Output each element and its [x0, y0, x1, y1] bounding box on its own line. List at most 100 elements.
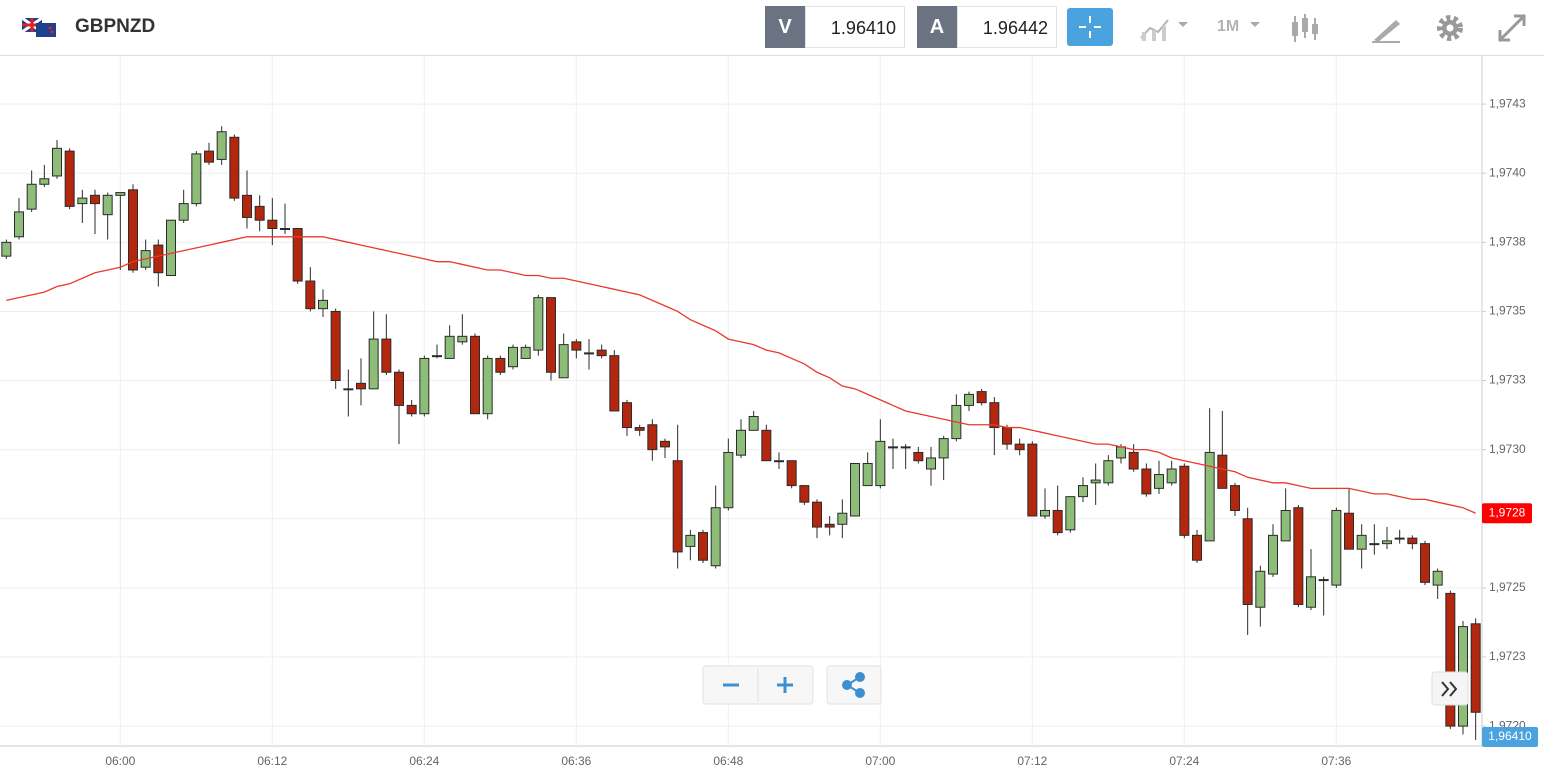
- candle-body: [1103, 460, 1114, 484]
- y-tick-label: 1,9740: [1489, 165, 1526, 179]
- candle-body: [1204, 451, 1215, 542]
- candle-body: [1318, 579, 1329, 582]
- candle-body: [406, 404, 417, 415]
- candle-body: [1, 241, 12, 257]
- candle-body: [1192, 534, 1202, 561]
- candle-body: [1432, 570, 1443, 586]
- candle-body: [166, 219, 176, 276]
- candle-body: [394, 371, 404, 406]
- candle-body: [1369, 543, 1380, 546]
- chart-type-button[interactable]: [1138, 14, 1198, 44]
- candle-body: [1078, 485, 1088, 498]
- bid-label: 1,96410: [1488, 729, 1532, 743]
- candle-body: [1116, 446, 1126, 459]
- candle-body: [685, 534, 696, 547]
- candle-body: [508, 346, 518, 368]
- candle-body: [1128, 451, 1139, 470]
- draw-button[interactable]: [1370, 14, 1404, 44]
- crosshair-button[interactable]: [1067, 8, 1113, 46]
- y-tick-label: 1,9723: [1489, 649, 1526, 663]
- candle-body: [1027, 443, 1038, 517]
- candle-body: [14, 211, 24, 238]
- candle-body: [432, 355, 442, 358]
- x-tick-label: 06:12: [257, 754, 287, 768]
- x-tick-label: 06:36: [561, 754, 591, 768]
- x-tick-label: 07:00: [865, 754, 895, 768]
- candle-body: [647, 424, 658, 451]
- candle-body: [913, 451, 924, 462]
- candle-body: [280, 228, 290, 230]
- y-tick-label: 1,9735: [1489, 304, 1526, 318]
- candle-body: [1445, 592, 1456, 727]
- candle-body: [1179, 465, 1190, 536]
- candle-body: [102, 194, 113, 216]
- share-button[interactable]: [826, 665, 882, 705]
- candle-body: [1090, 479, 1101, 484]
- candle-body: [736, 429, 746, 456]
- candle-body: [318, 299, 328, 310]
- candle-body: [1331, 509, 1342, 586]
- candle-body: [1407, 537, 1418, 545]
- candle-body: [1255, 570, 1266, 608]
- candle-body: [1002, 427, 1012, 445]
- timeframe[interactable]: 1M: [1217, 18, 1240, 35]
- candle-body: [812, 501, 822, 528]
- scroll-end-button[interactable]: [1431, 671, 1469, 706]
- candle-body: [1268, 534, 1278, 575]
- candle-body: [242, 194, 252, 218]
- candle-body: [786, 460, 797, 487]
- candle-body: [533, 297, 544, 351]
- candle-body: [216, 131, 227, 160]
- y-tick-label: 1,9733: [1489, 373, 1526, 387]
- candle-body: [191, 153, 202, 205]
- fullscreen-button[interactable]: [1496, 12, 1528, 44]
- buy-label[interactable]: A: [917, 6, 957, 48]
- candle-body: [381, 338, 392, 373]
- x-tick-label: 06:48: [713, 754, 743, 768]
- candle-body: [584, 352, 594, 355]
- candle-body: [1242, 518, 1253, 605]
- x-tick-label: 07:12: [1017, 754, 1047, 768]
- x-tick-label: 07:24: [1169, 754, 1199, 768]
- sell-label[interactable]: V: [765, 6, 805, 48]
- candle-body: [470, 335, 480, 415]
- candle-body: [64, 150, 75, 207]
- x-tick-label: 06:24: [409, 754, 439, 768]
- candle-body: [976, 391, 987, 404]
- sell-price[interactable]: 1.96410: [805, 6, 905, 48]
- moving-average-line: [6, 236, 1476, 514]
- candle-type-button[interactable]: [1288, 12, 1328, 46]
- candle-body: [26, 183, 37, 210]
- buy-price[interactable]: 1.96442: [957, 6, 1057, 48]
- candle-body: [115, 192, 126, 196]
- candle-body: [596, 349, 607, 357]
- candle-body: [1420, 543, 1430, 583]
- candle-body: [229, 136, 240, 199]
- candle-body: [938, 438, 949, 459]
- candle-body: [178, 203, 189, 221]
- caret: [1250, 22, 1260, 27]
- candle-body: [77, 197, 88, 205]
- candle-body: [748, 415, 759, 431]
- candle-body: [837, 512, 848, 525]
- candle-body: [482, 357, 493, 415]
- candle-body: [761, 429, 772, 462]
- candle-body: [850, 462, 860, 517]
- settings-button[interactable]: [1434, 12, 1466, 44]
- flag-icon: [22, 18, 56, 37]
- candle-body: [292, 228, 303, 282]
- candle-body: [1306, 576, 1316, 608]
- candle-body: [964, 393, 974, 406]
- candle-body: [799, 485, 810, 503]
- candle-body: [634, 427, 645, 431]
- x-tick-label: 06:00: [105, 754, 135, 768]
- candle-body: [862, 462, 873, 487]
- candle-body: [1470, 623, 1481, 713]
- candle-body: [343, 388, 354, 391]
- candle-body: [1141, 468, 1152, 495]
- y-tick-label: 1,9738: [1489, 234, 1526, 248]
- candle-body: [558, 344, 569, 379]
- candle-body: [1052, 509, 1063, 534]
- zoom-controls[interactable]: [702, 665, 882, 705]
